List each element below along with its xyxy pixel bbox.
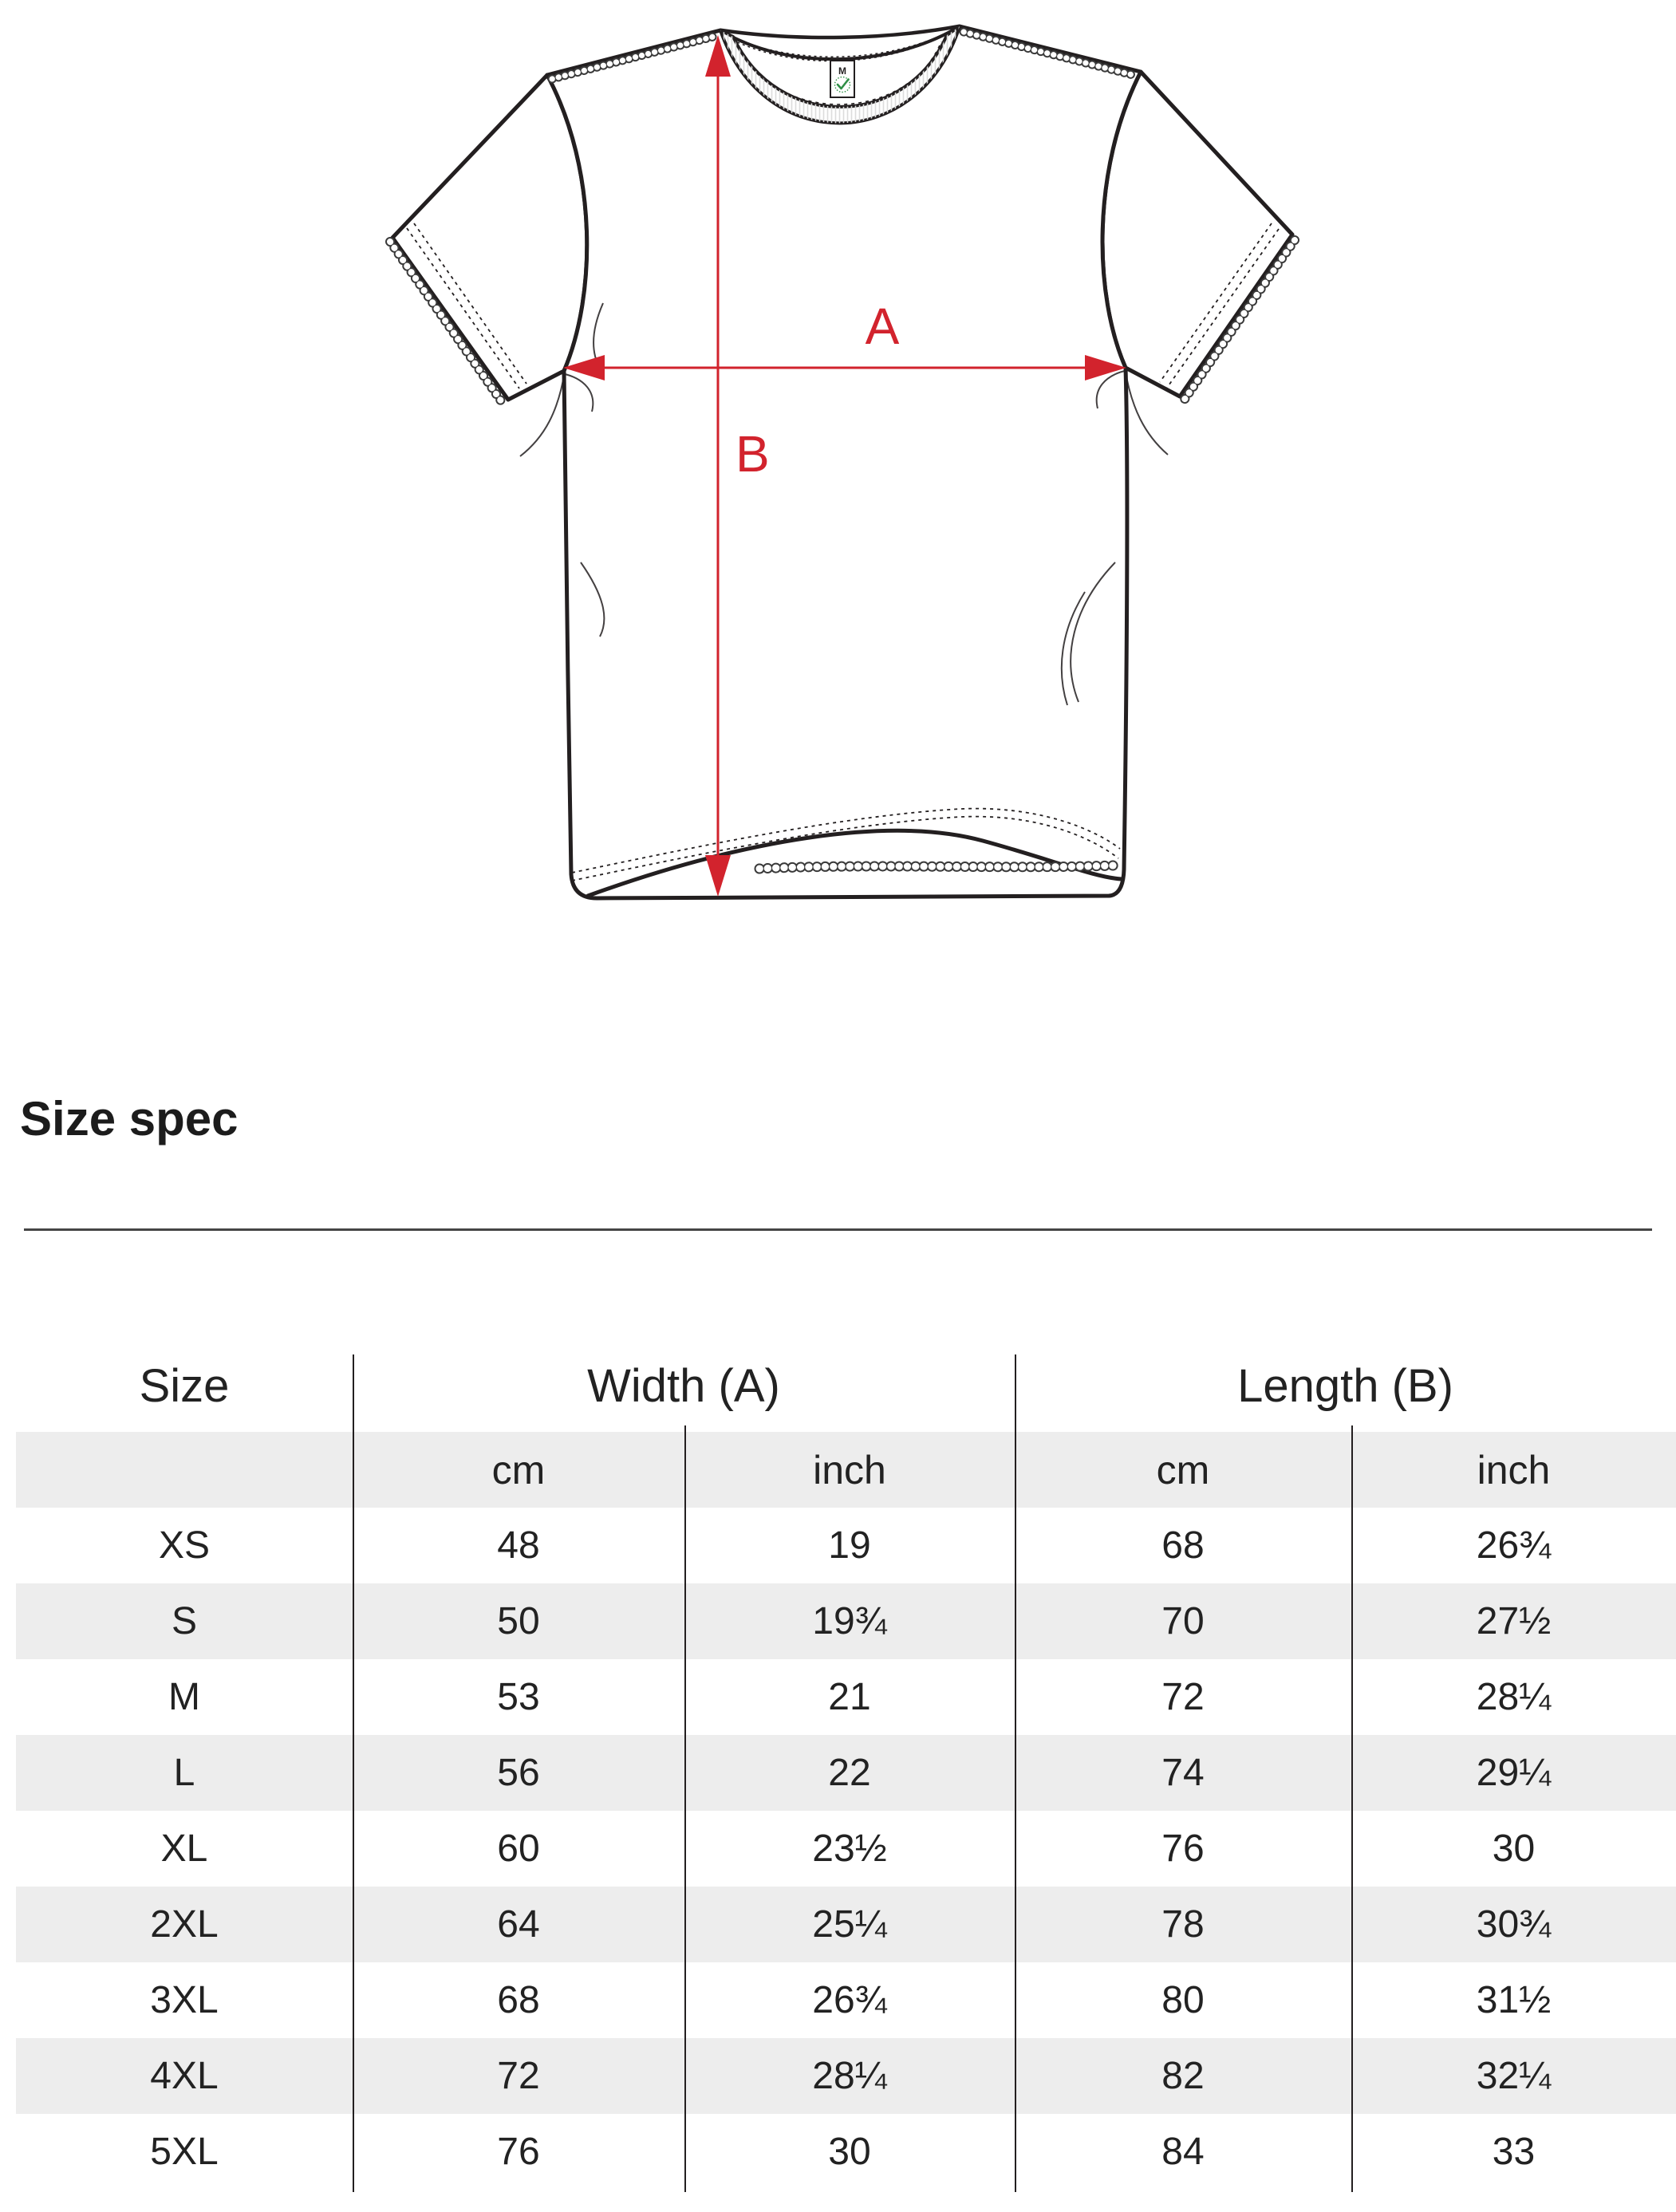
cell-length-cm: 78: [1161, 1903, 1205, 1946]
collar-band-rib-texture: [720, 26, 960, 124]
cell-length-inch: 31½: [1476, 1979, 1552, 2021]
unit-header-length-inch: inch: [1477, 1447, 1551, 1492]
back-neck-stitching: [727, 30, 953, 62]
cell-width-cm: 72: [497, 2055, 540, 2097]
tshirt-measurement-diagram: M A B: [0, 0, 1676, 1061]
cell-length-inch: 28¼: [1476, 1676, 1552, 1718]
care-label-size-text: M: [838, 65, 846, 77]
table-divider-length-cm-inch: [1351, 1425, 1353, 2192]
table-row-m: M 53 21 72 28¼: [16, 1659, 1676, 1735]
measure-b-label: B: [735, 425, 770, 483]
cell-width-cm: 50: [497, 1600, 540, 1642]
cell-width-inch: 19: [828, 1524, 871, 1567]
tshirt-drawing: M A B: [385, 24, 1299, 901]
cell-width-inch: 22: [828, 1752, 871, 1794]
cell-width-inch: 26¾: [812, 1979, 887, 2021]
table-row-s: S 50 19¾ 70 27½: [16, 1583, 1676, 1659]
cell-length-cm: 76: [1161, 1828, 1205, 1870]
unit-header-width-inch: inch: [813, 1447, 886, 1492]
cell-length-inch: 32¼: [1476, 2055, 1552, 2097]
width-measure-arrow: [563, 355, 1126, 380]
cell-length-cm: 80: [1161, 1979, 1205, 2021]
arrowhead-up-icon: [705, 35, 731, 77]
care-label: M: [830, 60, 855, 98]
cell-size: L: [173, 1752, 195, 1794]
collar-stitching: [737, 41, 942, 105]
green-stamp-logo-icon: [834, 76, 851, 93]
cell-size: 3XL: [150, 1979, 219, 2021]
length-measure-arrow: [705, 35, 731, 897]
left-sleeve: [390, 73, 590, 402]
cell-width-cm: 53: [497, 1676, 540, 1718]
cell-size: 2XL: [150, 1903, 219, 1946]
cell-size: S: [171, 1600, 197, 1642]
measure-a-label: A: [866, 298, 900, 355]
page-title: Size spec: [20, 1092, 239, 1145]
cell-length-cm: 84: [1161, 2131, 1205, 2173]
shirt-body: [545, 24, 1143, 901]
hem-chain-stitch: [754, 860, 1119, 874]
cell-length-inch: 30: [1492, 1828, 1536, 1870]
table-divider-size: [353, 1354, 354, 2192]
unit-header-width-cm: cm: [491, 1447, 546, 1492]
right-shoulder-chain-stitch: [959, 27, 1141, 81]
cell-size: XS: [158, 1524, 211, 1567]
table-divider-width-cm-inch: [684, 1425, 686, 2192]
cell-size: 5XL: [150, 2131, 219, 2173]
table-divider-width-length: [1015, 1354, 1016, 2192]
arrowhead-left-icon: [563, 355, 605, 380]
cell-width-inch: 19¾: [812, 1600, 887, 1642]
table-unit-header-row: cm inch cm inch: [16, 1432, 1676, 1508]
table-row-2xl: 2XL 64 25¼ 78 30¾: [16, 1887, 1676, 1962]
cell-length-inch: 30¾: [1476, 1903, 1552, 1946]
column-header-size: Size: [139, 1360, 230, 1412]
cell-length-inch: 27½: [1476, 1600, 1552, 1642]
table-row-xs: XS 48 19 68 26¾: [16, 1508, 1676, 1583]
left-cuff-chain-stitch: [385, 237, 507, 407]
table-body: XS 48 19 68 26¾ S 50 19¾ 70 27½ M 53 21 72 28¼ L 56 22 74 2…: [16, 1508, 1676, 2190]
cell-length-cm: 70: [1161, 1600, 1205, 1642]
cell-length-inch: 26¾: [1476, 1524, 1552, 1567]
cell-size: M: [168, 1676, 200, 1718]
right-sleeve: [1100, 69, 1295, 399]
cell-size: XL: [160, 1828, 208, 1870]
cell-width-cm: 76: [497, 2131, 540, 2173]
cell-width-cm: 48: [497, 1524, 540, 1567]
table-row-5xl: 5XL 76 30 84 33: [16, 2114, 1676, 2190]
cell-length-cm: 82: [1161, 2055, 1205, 2097]
fabric-wrinkles: [519, 302, 1169, 706]
cell-width-inch: 23½: [812, 1828, 887, 1870]
cell-length-cm: 68: [1161, 1524, 1205, 1567]
column-header-length: Length (B): [1237, 1360, 1453, 1412]
table-row-xl: XL 60 23½ 76 30: [16, 1811, 1676, 1887]
unit-header-length-cm: cm: [1156, 1447, 1210, 1492]
cell-width-inch: 21: [828, 1676, 871, 1718]
table-group-header-row: Size Width (A) Length (B): [16, 1340, 1676, 1432]
cell-length-inch: 33: [1492, 2131, 1536, 2173]
arrowhead-down-icon: [705, 855, 731, 897]
cell-length-cm: 74: [1161, 1752, 1205, 1794]
cell-width-cm: 56: [497, 1752, 540, 1794]
divider-rule: [24, 1228, 1652, 1231]
size-spec-table: Size Width (A) Length (B) cm inch cm inc…: [16, 1340, 1676, 2190]
cell-width-inch: 25¼: [812, 1903, 887, 1946]
right-cuff-chain-stitch: [1179, 235, 1299, 405]
cell-width-inch: 30: [828, 2131, 871, 2173]
cell-width-cm: 68: [497, 1979, 540, 2021]
cell-width-cm: 64: [497, 1903, 540, 1946]
cell-length-cm: 72: [1161, 1676, 1205, 1718]
cell-width-cm: 60: [497, 1828, 540, 1870]
column-header-width: Width (A): [587, 1360, 780, 1412]
arrowhead-right-icon: [1085, 355, 1126, 380]
table-row-3xl: 3XL 68 26¾ 80 31½: [16, 1962, 1676, 2038]
cell-size: 4XL: [150, 2055, 219, 2097]
cell-length-inch: 29¼: [1476, 1752, 1552, 1794]
left-shoulder-chain-stitch: [547, 31, 721, 84]
table-row-l: L 56 22 74 29¼: [16, 1735, 1676, 1811]
table-row-4xl: 4XL 72 28¼ 82 32¼: [16, 2038, 1676, 2114]
cell-width-inch: 28¼: [812, 2055, 887, 2097]
